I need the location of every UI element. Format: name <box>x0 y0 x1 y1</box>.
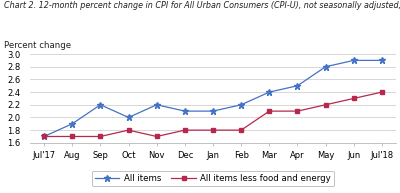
Legend: All items, All items less food and energy: All items, All items less food and energ… <box>92 171 334 186</box>
Text: Percent change: Percent change <box>4 41 71 50</box>
Text: Chart 2. 12-month percent change in CPI for All Urban Consumers (CPI-U), not sea: Chart 2. 12-month percent change in CPI … <box>4 1 400 10</box>
